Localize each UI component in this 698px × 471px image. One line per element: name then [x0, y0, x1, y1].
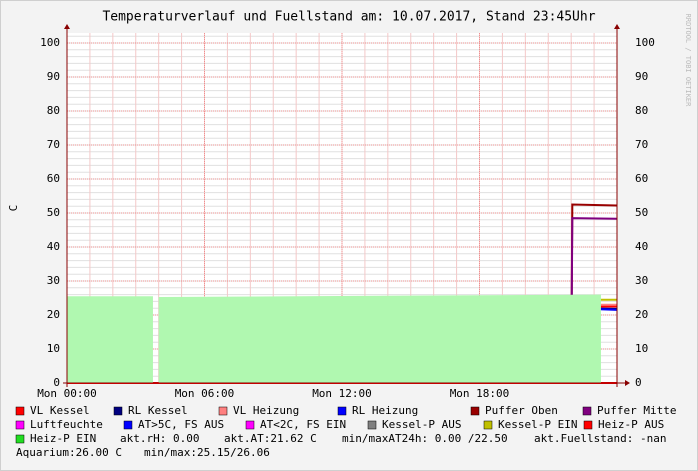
y-axis-label: C	[7, 205, 20, 212]
legend-swatch	[337, 406, 347, 416]
legend-swatch	[15, 434, 25, 444]
legend-note: akt.rH: 0.00	[120, 432, 199, 445]
legend-label: Puffer Oben	[485, 404, 558, 417]
y-tick-label: 0	[53, 376, 60, 389]
x-tick-label: Mon 00:00	[37, 387, 97, 400]
legend-note: akt.AT:21.62 C	[224, 432, 317, 445]
legend-label: RL Kessel	[128, 404, 188, 417]
legend-swatch	[367, 420, 377, 430]
y-tick-label: 50	[47, 206, 60, 219]
y-tick-label-right: 90	[635, 70, 648, 83]
legend-note: Aquarium:26.00 C	[16, 446, 122, 459]
y-tick-label: 60	[47, 172, 60, 185]
legend-label: Heiz-P EIN	[30, 432, 96, 445]
y-tick-label-right: 30	[635, 274, 648, 287]
y-tick-label: 20	[47, 308, 60, 321]
legend-swatch	[582, 406, 592, 416]
legend-swatch	[15, 420, 25, 430]
chart-title: Temperaturverlauf und Fuellstand am: 10.…	[102, 10, 595, 25]
legend-label: Kessel-P EIN	[498, 418, 577, 431]
y-tick-label: 40	[47, 240, 60, 253]
legend-swatch	[123, 420, 133, 430]
y-tick-label: 70	[47, 138, 60, 151]
y-axis-arrow	[64, 24, 70, 29]
x-tick-label: Mon 12:00	[312, 387, 372, 400]
y-tick-label: 10	[47, 342, 60, 355]
legend-note: akt.Fuellstand: -nan	[534, 432, 666, 445]
y-tick-label-right: 10	[635, 342, 648, 355]
y-tick-label: 90	[47, 70, 60, 83]
y-tick-label-right: 70	[635, 138, 648, 151]
legend-swatch	[583, 420, 593, 430]
y-tick-label-right: 0	[635, 376, 642, 389]
y-tick-label-right: 20	[635, 308, 648, 321]
y-axis-right-arrow	[614, 24, 620, 29]
legend-label: Puffer Mitte	[597, 404, 676, 417]
x-axis-arrow	[625, 380, 630, 386]
legend-note: min/maxAT24h: 0.00 /22.50	[342, 432, 508, 445]
y-tick-label-right: 60	[635, 172, 648, 185]
legend-label: RL Heizung	[352, 404, 418, 417]
y-tick-label: 100	[40, 36, 60, 49]
legend-swatch	[15, 406, 25, 416]
legend-label: VL Heizung	[233, 404, 299, 417]
y-tick-label-right: 40	[635, 240, 648, 253]
y-tick-label-right: 100	[635, 36, 655, 49]
legend-label: Luftfeuchte	[30, 418, 103, 431]
legend-note: min/max:25.15/26.06	[144, 446, 270, 459]
legend-label: Kessel-P AUS	[382, 418, 461, 431]
legend-label: AT<2C, FS EIN	[260, 418, 346, 431]
legend-label: VL Kessel	[30, 404, 90, 417]
area	[67, 294, 601, 383]
x-tick-label: Mon 18:00	[450, 387, 510, 400]
legend-swatch	[113, 406, 123, 416]
x-tick-label: Mon 06:00	[175, 387, 235, 400]
y-tick-label-right: 80	[635, 104, 648, 117]
legend-label: Heiz-P AUS	[598, 418, 664, 431]
y-tick-label: 30	[47, 274, 60, 287]
y-tick-label-right: 50	[635, 206, 648, 219]
legend-swatch	[483, 420, 493, 430]
legend-swatch	[218, 406, 228, 416]
y-tick-label: 80	[47, 104, 60, 117]
watermark: RRDTOOL / TOBI OETIKER	[684, 14, 692, 108]
legend-swatch	[470, 406, 480, 416]
legend-swatch	[245, 420, 255, 430]
legend-label: AT>5C, FS AUS	[138, 418, 224, 431]
